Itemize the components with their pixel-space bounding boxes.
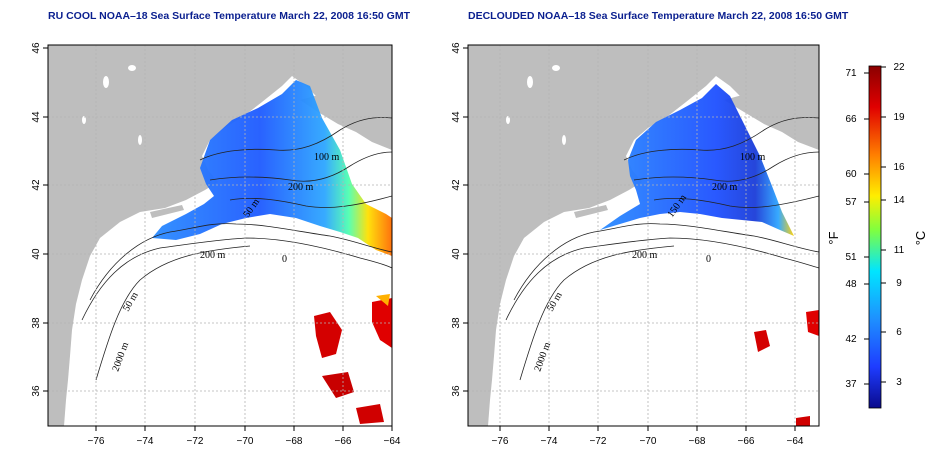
y-tick-label: 42 bbox=[451, 179, 462, 191]
x-tick-label: −74 bbox=[541, 436, 558, 447]
contour-label: 200 m bbox=[288, 182, 314, 193]
left-map-frame bbox=[47, 44, 393, 427]
left-map-panel: 100 m 200 m 200 m 50 m 50 m 2000 m 0 −76… bbox=[31, 42, 401, 447]
sst-swath-right bbox=[600, 84, 794, 236]
y-tick-label: 46 bbox=[31, 42, 42, 54]
y-tick-label: 46 bbox=[451, 42, 462, 54]
celsius-tick: 19 bbox=[893, 112, 905, 123]
right-map-frame bbox=[467, 44, 820, 427]
sst-warm-patch-3 bbox=[796, 416, 810, 426]
x-tick-label: −72 bbox=[187, 436, 204, 447]
fahrenheit-tick: 71 bbox=[845, 68, 857, 79]
land-long-island bbox=[150, 205, 184, 218]
right-gridlines bbox=[468, 45, 819, 426]
x-tick-label: −70 bbox=[237, 436, 254, 447]
y-tick-label: 40 bbox=[451, 248, 462, 260]
y-tick-label: 42 bbox=[31, 179, 42, 191]
land-mainland bbox=[468, 45, 819, 426]
celsius-tick: 3 bbox=[896, 377, 902, 388]
x-tick-label: −70 bbox=[640, 436, 657, 447]
right-panel-title: DECLOUDED NOAA–18 Sea Surface Temperatur… bbox=[468, 10, 849, 22]
celsius-tick: 16 bbox=[893, 162, 905, 173]
x-tick-label: −72 bbox=[590, 436, 607, 447]
land-long-island bbox=[574, 205, 608, 218]
land-nova-scotia bbox=[724, 94, 819, 150]
fahrenheit-tick: 66 bbox=[845, 114, 857, 125]
y-tick-label: 38 bbox=[31, 317, 42, 329]
celsius-axis-label: °C bbox=[913, 231, 928, 246]
fahrenheit-tick: 42 bbox=[845, 334, 857, 345]
y-tick-label: 40 bbox=[31, 248, 42, 260]
right-map-panel: 100 m 200 m 200 m 150 m 50 m 2000 m 0 −7… bbox=[451, 42, 820, 447]
fahrenheit-tick: 48 bbox=[845, 279, 857, 290]
celsius-tick: 14 bbox=[893, 195, 905, 206]
contour-label: 0 bbox=[282, 254, 287, 265]
celsius-tick: 6 bbox=[896, 327, 902, 338]
bathymetry-contours bbox=[81, 117, 392, 381]
left-gridlines bbox=[48, 45, 392, 426]
y-tick-label: 36 bbox=[31, 385, 42, 397]
fahrenheit-tick: 37 bbox=[845, 379, 857, 390]
x-tick-label: −68 bbox=[286, 436, 303, 447]
land-nova-scotia bbox=[300, 94, 392, 150]
fahrenheit-tick: 57 bbox=[845, 197, 857, 208]
sst-swath-left bbox=[152, 80, 392, 256]
x-tick-label: −66 bbox=[335, 436, 352, 447]
x-tick-label: −74 bbox=[137, 436, 154, 447]
x-tick-label: −76 bbox=[88, 436, 105, 447]
y-tick-label: 44 bbox=[451, 111, 462, 123]
sst-warm-patch-1 bbox=[314, 312, 342, 358]
x-tick-label: −76 bbox=[492, 436, 509, 447]
x-tick-label: −64 bbox=[787, 436, 804, 447]
celsius-tick: 11 bbox=[894, 245, 905, 256]
x-tick-label: −64 bbox=[384, 436, 401, 447]
fahrenheit-axis-label: °F bbox=[826, 231, 841, 244]
contour-label: 100 m bbox=[740, 152, 766, 163]
y-tick-label: 38 bbox=[451, 317, 462, 329]
celsius-tick: 22 bbox=[893, 62, 905, 73]
contour-label: 200 m bbox=[712, 182, 738, 193]
contour-label: 200 m bbox=[632, 250, 658, 261]
contour-label: 200 m bbox=[200, 250, 226, 261]
y-tick-label: 36 bbox=[451, 385, 462, 397]
bathymetry-contours bbox=[505, 117, 819, 381]
x-tick-label: −66 bbox=[738, 436, 755, 447]
sst-warm-patch-1 bbox=[754, 330, 770, 352]
colorbar-gradient bbox=[868, 65, 882, 409]
temperature-colorbar: 71 66 60 57 51 48 42 37 22 19 16 14 11 9… bbox=[826, 62, 928, 409]
sst-warm-patch-4 bbox=[356, 404, 384, 424]
sst-warm-patch-5 bbox=[376, 294, 390, 306]
land-mainland bbox=[48, 45, 392, 426]
fahrenheit-tick: 51 bbox=[845, 252, 857, 263]
celsius-tick: 9 bbox=[896, 278, 902, 289]
y-tick-label: 44 bbox=[31, 111, 42, 123]
contour-label: 100 m bbox=[314, 152, 340, 163]
x-tick-label: −68 bbox=[689, 436, 706, 447]
left-panel-title: RU COOL NOAA–18 Sea Surface Temperature … bbox=[48, 10, 411, 22]
fahrenheit-tick: 60 bbox=[845, 169, 857, 180]
contour-label: 0 bbox=[706, 254, 711, 265]
sst-warm-patch-3 bbox=[322, 372, 354, 398]
